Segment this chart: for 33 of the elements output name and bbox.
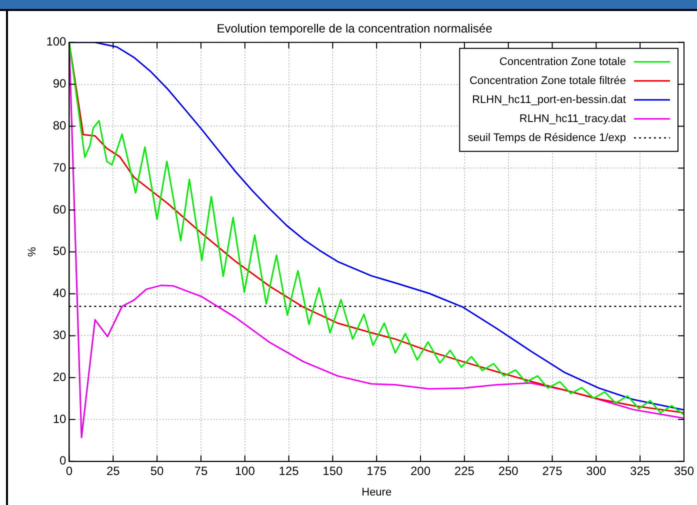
x-tick-label: 150: [322, 464, 344, 478]
x-tick-label: 75: [194, 464, 208, 478]
y-tick-label: 0: [60, 454, 67, 468]
legend-label: seuil Temps de Résidence 1/exp: [468, 132, 626, 144]
legend-label: Concentration Zone totale filtrée: [469, 74, 626, 87]
y-tick-label: 40: [52, 286, 67, 300]
x-tick-label: 250: [498, 464, 519, 478]
y-tick-label: 20: [52, 370, 67, 384]
x-tick-label: 350: [674, 464, 694, 478]
x-tick-label: 50: [150, 464, 164, 478]
y-tick-label: 60: [52, 202, 67, 216]
y-tick-label: 30: [52, 328, 67, 342]
y-tick-label: 80: [52, 118, 67, 133]
y-tick-label: 90: [52, 76, 67, 91]
x-tick-label: 300: [586, 464, 606, 478]
chart-title: Evolution temporelle de la concentration normalisée: [216, 22, 493, 36]
y-tick-label: 50: [52, 244, 67, 258]
x-tick-label: 200: [410, 464, 431, 478]
y-tick-label: 70: [52, 160, 67, 174]
x-tick-label: 175: [366, 464, 387, 478]
x-tick-label: 125: [278, 464, 300, 478]
y-tick-label: 10: [52, 412, 67, 426]
x-tick-label: 25: [106, 464, 120, 478]
y-tick-label: 100: [46, 34, 67, 49]
x-axis-title: Heure: [362, 486, 392, 498]
x-tick-label: 100: [234, 464, 256, 478]
y-axis-title: %: [26, 246, 39, 257]
x-tick-label: 325: [630, 464, 650, 478]
x-tick-label: 275: [542, 464, 563, 478]
x-tick-label: 225: [454, 464, 475, 478]
legend-label: RLHN_hc11_tracy.dat: [519, 112, 626, 125]
legend-label: Concentration Zone totale: [499, 56, 626, 68]
legend-label: RLHN_hc11_port-en-bessin.dat: [472, 94, 626, 106]
